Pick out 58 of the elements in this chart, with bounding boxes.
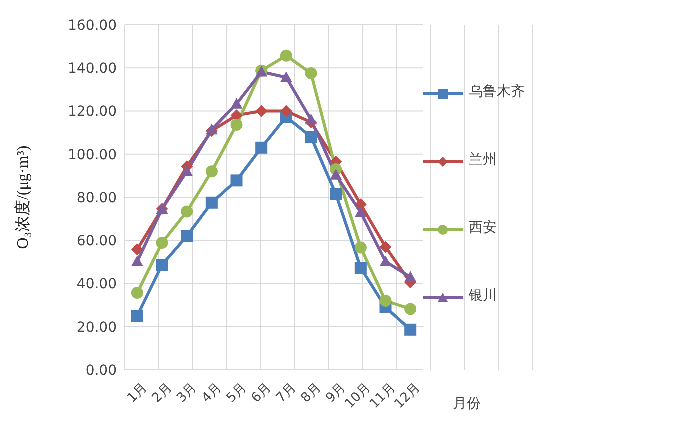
point bbox=[256, 142, 268, 154]
point bbox=[131, 287, 144, 300]
x-axis-title: 月份 bbox=[453, 396, 481, 412]
point bbox=[330, 169, 342, 180]
point bbox=[280, 72, 292, 82]
y-tick-label: 100.00 bbox=[68, 147, 117, 164]
point bbox=[404, 271, 417, 282]
point bbox=[156, 258, 168, 271]
point bbox=[206, 196, 218, 209]
y-tick-label: 0.00 bbox=[86, 362, 117, 379]
point bbox=[280, 50, 292, 62]
point bbox=[305, 68, 318, 80]
point bbox=[354, 242, 367, 254]
point bbox=[181, 166, 194, 176]
x-tick-label: 6月 bbox=[248, 380, 275, 406]
point bbox=[206, 166, 218, 178]
y-tick-label: 120.00 bbox=[68, 104, 117, 120]
point bbox=[131, 256, 144, 267]
point bbox=[206, 124, 218, 135]
x-tick-label: 4月 bbox=[199, 380, 225, 406]
y-tick-label: 20.00 bbox=[76, 320, 117, 336]
x-tick-label: 3月 bbox=[174, 380, 200, 406]
y-tick-label: 60.00 bbox=[76, 234, 117, 250]
point bbox=[354, 206, 367, 218]
point bbox=[404, 324, 417, 336]
x-tick-label: 1月 bbox=[124, 380, 150, 406]
point bbox=[256, 105, 268, 118]
point bbox=[280, 105, 292, 118]
legend-label: 银川 bbox=[469, 287, 498, 306]
legend-label: 兰州 bbox=[469, 151, 498, 170]
point bbox=[380, 256, 392, 267]
legend-label: 西安 bbox=[469, 219, 498, 238]
point bbox=[230, 174, 243, 187]
y-axis-title: O₃浓度/(μg·m³) bbox=[14, 146, 32, 250]
x-tick-label: 7月 bbox=[274, 380, 300, 406]
legend-label: 乌鲁木齐 bbox=[469, 83, 525, 102]
point bbox=[230, 119, 243, 132]
point bbox=[131, 310, 144, 322]
point bbox=[131, 244, 144, 256]
point bbox=[156, 236, 168, 249]
x-tick-label: 5月 bbox=[224, 380, 250, 406]
x-tick-label: 8月 bbox=[298, 380, 324, 406]
point bbox=[305, 114, 318, 125]
point bbox=[354, 198, 367, 211]
y-tick-label: 40.00 bbox=[76, 276, 117, 293]
point bbox=[380, 241, 392, 254]
point bbox=[354, 262, 367, 274]
point bbox=[404, 303, 417, 316]
y-tick-label: 80.00 bbox=[76, 190, 117, 206]
point bbox=[181, 230, 194, 242]
y-tick-label: 140.00 bbox=[68, 61, 117, 78]
y-tick-label: 160.00 bbox=[68, 18, 117, 34]
x-tick-label: 2月 bbox=[150, 380, 176, 406]
point bbox=[380, 295, 392, 307]
point bbox=[230, 98, 243, 109]
point bbox=[330, 188, 342, 200]
point bbox=[305, 131, 318, 144]
point bbox=[181, 206, 194, 218]
